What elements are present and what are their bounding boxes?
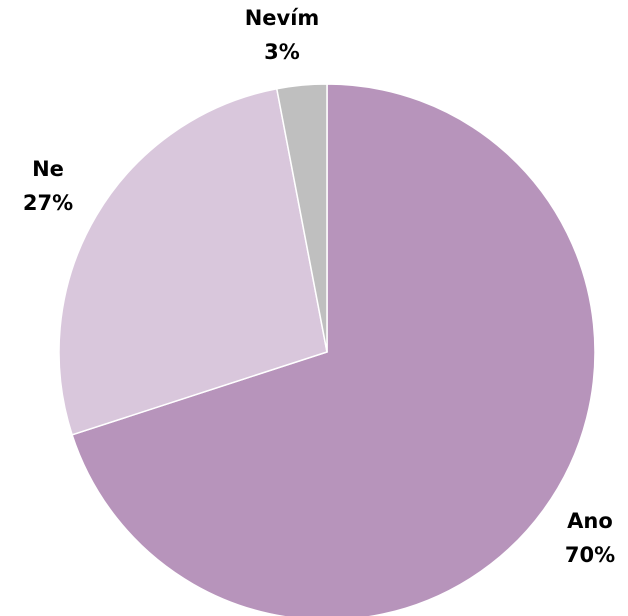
pie-labels: Ano 70% Ne 27% Nevím 3% (23, 6, 615, 567)
pie-slice-nevím (275, 83, 328, 353)
slice-value-label: 3% (264, 40, 300, 64)
slice-value-label: 27% (23, 191, 73, 215)
pie-slices (58, 83, 596, 616)
slice-category-label: Nevím (245, 6, 320, 30)
slice-category-label: Ano (567, 509, 613, 533)
pie-slice-ano (71, 83, 596, 616)
pie-slice-ne (58, 87, 328, 436)
slice-category-label: Ne (32, 157, 64, 181)
slice-value-label: 70% (565, 543, 615, 567)
